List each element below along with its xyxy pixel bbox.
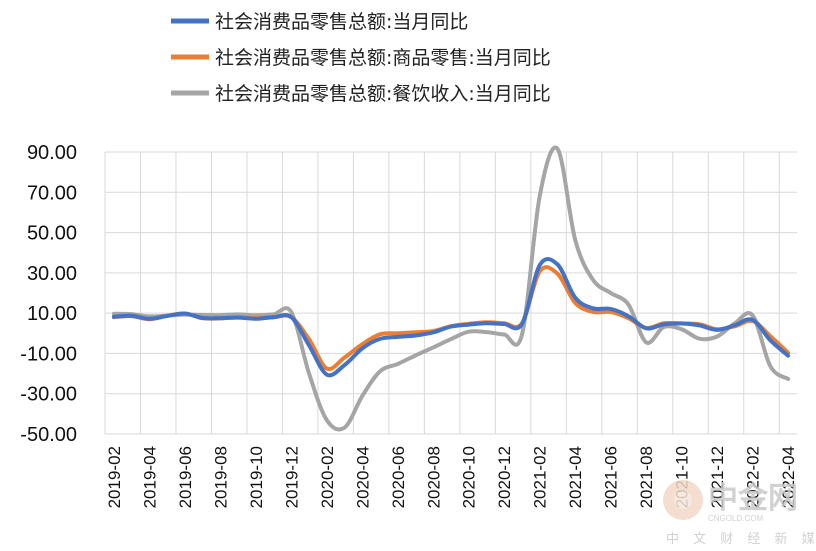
y-tick-label: -30.00 [20, 384, 77, 406]
watermark-main: 中金网 [708, 481, 798, 516]
chart-legend: 社会消费品零售总额:当月同比社会消费品零售总额:商品零售:当月同比社会消费品零售… [171, 11, 551, 105]
y-tick-label: 90.00 [27, 142, 77, 164]
y-tick-label: 50.00 [27, 223, 77, 245]
y-tick-label: -50.00 [20, 424, 77, 446]
x-tick-label: 2019-08 [211, 446, 230, 508]
x-tick-label: 2021-04 [566, 446, 585, 508]
x-tick-label: 2022-02 [744, 446, 763, 508]
y-axis: 90.00 70.00 50.00 30.00 10.00 -10.00 -30.00 -50… [20, 142, 77, 446]
x-tick-label: 2020-08 [424, 446, 443, 508]
x-tick-label: 2020-12 [495, 446, 514, 508]
x-tick-label: 2020-04 [353, 446, 372, 508]
y-tick-label: 70.00 [27, 182, 77, 204]
plot-area [111, 145, 791, 432]
watermark-cn: 中 文 财 经 新 媒 体 [666, 531, 816, 547]
x-tick-label: 2019-06 [176, 446, 195, 508]
x-tick-label: 2020-02 [318, 446, 337, 508]
x-tick-label: 2020-06 [389, 446, 408, 508]
x-tick-label: 2019-10 [247, 446, 266, 508]
y-tick-label: 10.00 [27, 303, 77, 325]
series-line-1 [111, 257, 791, 378]
x-tick-label: 2021-12 [708, 446, 727, 508]
x-tick-label: 2019-04 [140, 446, 159, 508]
chart-gridlines [104, 151, 797, 435]
series-line-3 [111, 145, 791, 432]
watermark: 中金网 CNGOLD.COM 中 文 财 经 新 媒 体 [663, 480, 816, 547]
legend-label-2: 社会消费品零售总额:商品零售:当月同比 [215, 47, 551, 69]
x-tick-label: 2021-02 [531, 446, 550, 508]
watermark-logo-inner-icon [674, 491, 692, 509]
legend-label-1: 社会消费品零售总额:当月同比 [215, 11, 468, 33]
x-tick-label: 2021-08 [637, 446, 656, 508]
x-tick-label: 2020-10 [460, 446, 479, 508]
watermark-sub: CNGOLD.COM [708, 514, 763, 523]
legend-label-3: 社会消费品零售总额:餐饮收入:当月同比 [215, 83, 551, 105]
x-tick-label: 2021-06 [602, 446, 621, 508]
x-tick-label: 2022-04 [779, 446, 798, 508]
y-tick-label: 30.00 [27, 263, 77, 285]
y-tick-label: -10.00 [20, 343, 77, 365]
x-tick-label: 2019-12 [282, 446, 301, 508]
x-axis: 2019-02 2019-04 2019-06 2019-08 2019-10 2019-… [105, 446, 798, 508]
x-tick-label: 2019-02 [105, 446, 124, 508]
